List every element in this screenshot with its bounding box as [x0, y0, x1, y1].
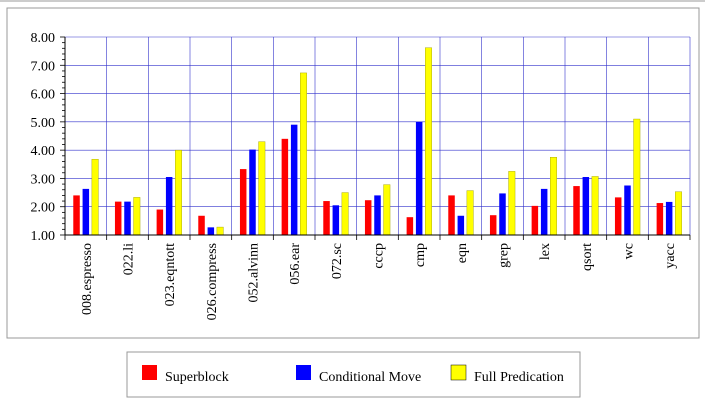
legend-box [126, 351, 581, 398]
bar-superblock-022-li [114, 201, 122, 235]
bar-superblock-023-eqntott [156, 209, 164, 235]
y-tick-label: 3.00 [31, 172, 56, 187]
bar-conditional-move-grep [499, 193, 506, 235]
legend: Superblock Conditional Move Full Predica… [126, 351, 581, 398]
x-tick-label: 026.compress [205, 243, 220, 320]
bar-superblock-cmp [406, 217, 414, 235]
bar-full-predication-072-sc [341, 192, 349, 236]
bar-full-predication-056-ear [300, 72, 307, 236]
y-tick-label: 1.00 [31, 229, 56, 244]
bar-full-predication-008-espresso [91, 158, 99, 236]
legend-swatch-conditional-move [296, 365, 311, 380]
x-tick-label: wc [622, 243, 637, 259]
bar-superblock-grep [489, 215, 497, 235]
x-tick-label: eqn [455, 243, 470, 263]
y-tick-label: 8.00 [31, 31, 56, 46]
bar-superblock-026-compress [198, 215, 205, 235]
x-tick-label: 056.ear [288, 243, 303, 285]
x-tick-label: qsort [580, 243, 595, 271]
y-tick-label: 4.00 [31, 144, 56, 159]
legend-label-superblock: Superblock [165, 370, 229, 385]
grid-lines [64, 36, 691, 236]
bar-conditional-move-072-sc [332, 205, 340, 235]
bar-superblock-eqn [448, 195, 455, 235]
bar-conditional-move-wc [624, 185, 631, 235]
x-tick-label: yacc [663, 243, 678, 269]
bar-conditional-move-yacc [665, 201, 673, 235]
bar-full-predication-eqn [466, 190, 474, 236]
chart-outer-frame [6, 7, 700, 339]
bar-full-predication-052-alvinn [258, 141, 266, 236]
y-tick-labels: 1.00 2.00 3.00 4.00 5.00 6.00 7.00 8.00 [31, 31, 56, 244]
bar-conditional-move-052-alvinn [249, 149, 256, 235]
x-tick-label: 072.sc [330, 243, 345, 279]
bar-conditional-move-026-compress [207, 227, 215, 235]
bar-conditional-move-008-espresso [82, 188, 90, 235]
y-tick-label: 5.00 [31, 116, 56, 131]
bar-superblock-lex [531, 205, 539, 235]
bar-superblock-072-sc [323, 201, 330, 235]
x-tick-label: cmp [413, 243, 428, 267]
bar-conditional-move-056-ear [290, 124, 298, 235]
y-tick-label: 6.00 [31, 88, 56, 103]
y-tick-label: 2.00 [31, 201, 56, 216]
x-tick-label: 023.eqntott [163, 243, 178, 306]
bar-full-predication-022-li [133, 197, 141, 236]
y-tick-label: 7.00 [31, 59, 56, 74]
bar-full-predication-qsort [591, 176, 599, 236]
bar-superblock-052-alvinn [239, 169, 247, 235]
bar-full-predication-023-eqntott [175, 149, 182, 236]
bar-conditional-move-022-li [124, 201, 131, 235]
bar-full-predication-cmp [425, 47, 432, 236]
axes [60, 36, 691, 240]
x-tick-labels: 008.espresso 022.li 023.eqntott 026.compres… [80, 243, 678, 321]
bar-conditional-move-eqn [457, 215, 465, 235]
bar-conditional-move-cmp [415, 121, 423, 235]
bar-full-predication-026-compress [216, 226, 224, 236]
bar-superblock-cccp [364, 200, 372, 235]
bar-superblock-yacc [656, 203, 664, 235]
bar-full-predication-cccp [383, 184, 391, 236]
x-tick-label: grep [497, 243, 512, 268]
bar-conditional-move-023-eqntott [165, 177, 173, 235]
bar-full-predication-grep [508, 171, 516, 236]
legend-label-full-predication: Full Predication [474, 370, 564, 385]
legend-swatch-full-predication [450, 364, 467, 381]
x-tick-label: cccp [372, 243, 387, 269]
bar-conditional-move-lex [540, 188, 548, 235]
bar-superblock-qsort [573, 186, 580, 235]
legend-label-conditional-move: Conditional Move [319, 370, 421, 385]
bar-full-predication-yacc [675, 191, 682, 236]
bar-superblock-wc [614, 197, 622, 235]
legend-swatch-superblock [142, 365, 157, 380]
bar-conditional-move-qsort [582, 177, 590, 235]
x-tick-label: 052.alvinn [247, 243, 262, 303]
bar-superblock-056-ear [281, 138, 289, 235]
bar-full-predication-lex [550, 157, 557, 236]
bar-superblock-008-espresso [73, 195, 80, 235]
x-tick-label: 008.espresso [80, 243, 95, 315]
bar-full-predication-wc [633, 118, 641, 236]
x-tick-label: lex [538, 243, 553, 260]
x-tick-label: 022.li [122, 243, 137, 275]
bar-conditional-move-cccp [374, 195, 381, 235]
